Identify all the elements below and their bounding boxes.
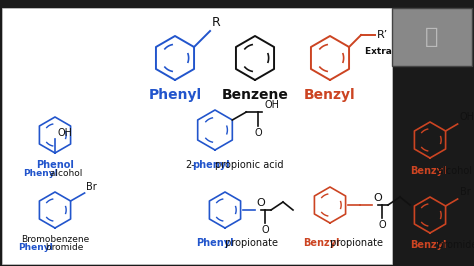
Text: Phenyl: Phenyl xyxy=(148,88,201,102)
Text: alcohol: alcohol xyxy=(434,166,472,176)
Text: Benzyl: Benzyl xyxy=(303,238,339,248)
Text: OH: OH xyxy=(58,128,73,138)
FancyBboxPatch shape xyxy=(392,8,472,66)
Text: propionic acid: propionic acid xyxy=(215,160,283,170)
Text: propionate: propionate xyxy=(222,238,278,248)
Text: R: R xyxy=(212,16,221,29)
Text: propionate: propionate xyxy=(327,238,383,248)
Text: Phenyl: Phenyl xyxy=(196,238,234,248)
Text: OH: OH xyxy=(460,112,474,122)
Text: O: O xyxy=(255,128,262,138)
Text: Br: Br xyxy=(460,187,470,197)
Text: Benzyl: Benzyl xyxy=(304,88,356,102)
Text: alcohol: alcohol xyxy=(47,169,82,178)
Text: O: O xyxy=(261,225,269,235)
Text: Phenol: Phenol xyxy=(36,160,74,170)
Text: O: O xyxy=(378,220,386,230)
Text: O: O xyxy=(373,193,382,203)
FancyBboxPatch shape xyxy=(2,8,392,264)
Text: Br: Br xyxy=(86,182,96,192)
Text: Phenyl: Phenyl xyxy=(18,243,53,252)
Text: Benzene: Benzene xyxy=(221,88,289,102)
Text: OH: OH xyxy=(264,100,279,110)
Text: phenyl: phenyl xyxy=(192,160,229,170)
Text: O: O xyxy=(256,198,265,208)
Text: Phenyl: Phenyl xyxy=(23,169,58,178)
Text: 👤: 👤 xyxy=(425,27,439,47)
Text: Benzyl: Benzyl xyxy=(410,166,447,176)
Text: 2-: 2- xyxy=(185,160,195,170)
Text: R’: R’ xyxy=(377,30,388,40)
Text: Bromobenzene: Bromobenzene xyxy=(21,235,89,244)
Text: Benzyl: Benzyl xyxy=(410,240,447,250)
Text: bromide: bromide xyxy=(434,240,474,250)
Text: Extra CH₂: Extra CH₂ xyxy=(365,47,413,56)
Text: bromide: bromide xyxy=(43,243,83,252)
